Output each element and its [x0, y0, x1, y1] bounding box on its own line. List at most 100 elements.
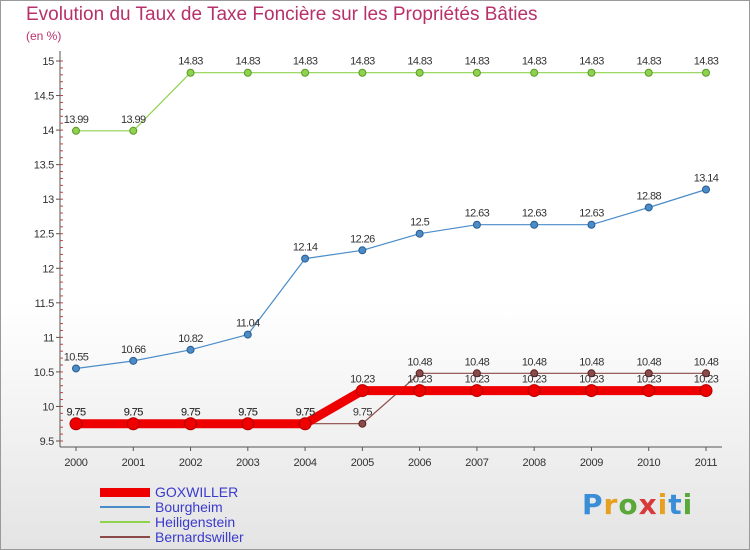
y-tick-label: 11 — [43, 332, 54, 344]
series-line-bourgheim — [75, 188, 707, 370]
data-point — [530, 220, 539, 229]
data-label: 10.23 — [350, 374, 375, 386]
y-tick-label: 12.5 — [34, 229, 54, 241]
y-tick-label: 9.5 — [40, 436, 55, 448]
data-label: 13.99 — [64, 114, 89, 126]
data-label: 13.99 — [121, 114, 146, 126]
data-point — [186, 68, 195, 77]
x-tick-label: 2010 — [637, 457, 660, 469]
data-point — [415, 369, 424, 378]
logo-letter: o — [618, 488, 639, 521]
data-point — [472, 220, 481, 229]
data-label: 9.75 — [238, 407, 257, 419]
data-point — [415, 68, 424, 77]
data-point — [587, 68, 596, 77]
data-point — [642, 384, 656, 398]
data-point — [415, 229, 424, 238]
data-point — [243, 330, 252, 339]
data-point — [702, 68, 710, 77]
data-point — [129, 126, 138, 135]
series-line-goxwiller — [76, 386, 706, 429]
data-label: 9.75 — [296, 407, 315, 419]
x-tick-label: 2002 — [179, 457, 202, 469]
axes: 9.5 10 10.5 11 11.5 12 12.5 13 13.5 14 14.5 15 2000 2… — [34, 51, 722, 469]
data-point — [644, 369, 653, 378]
y-tick-label: 15 — [42, 56, 54, 68]
legend-label: Bernardswiller — [155, 529, 244, 545]
data-label: 9.75 — [238, 407, 257, 419]
data-label: 9.75 — [296, 407, 315, 419]
data-label: 12.63 — [465, 208, 490, 220]
data-label: 9.75 — [124, 407, 143, 419]
series-points — [69, 68, 713, 431]
data-point — [587, 220, 596, 229]
logo-letter: P — [582, 488, 604, 521]
chart-title: Evolution du Taux de Taxe Foncière sur l… — [26, 4, 538, 25]
data-label: 14.83 — [579, 56, 604, 68]
data-point — [243, 68, 252, 77]
data-label: 9.75 — [124, 407, 143, 419]
legend-item-bernardswiller: Bernardswiller — [100, 530, 360, 545]
legend-item-goxwiller: GOXWILLER — [100, 485, 360, 500]
series-line-bernardswiller — [76, 372, 706, 425]
data-label: 14.83 — [465, 56, 490, 68]
data-label: 11.04 — [236, 318, 260, 330]
data-label: 10.48 — [694, 356, 719, 368]
data-point — [530, 369, 539, 378]
data-point — [702, 185, 710, 194]
data-label: 10.48 — [522, 356, 547, 368]
data-point — [358, 246, 367, 255]
data-point — [699, 384, 713, 398]
data-point — [69, 417, 83, 431]
data-label: 14.83 — [350, 56, 375, 68]
data-point — [472, 369, 481, 378]
x-tick-label: 2005 — [351, 457, 374, 469]
data-point — [413, 384, 427, 398]
x-tick-label: 2011 — [695, 457, 718, 469]
data-point — [530, 68, 539, 77]
data-label: 13.14 — [694, 173, 719, 185]
data-point — [584, 384, 598, 398]
data-label: 9.75 — [181, 407, 200, 419]
y-tick-label: 13 — [42, 194, 54, 206]
data-label: 10.23 — [694, 374, 719, 386]
x-tick-label: 2000 — [64, 457, 87, 469]
data-point — [355, 384, 369, 398]
legend-label: Bourgheim — [155, 499, 223, 515]
data-label: 14.83 — [694, 56, 719, 68]
legend-item-heiligenstein: Heiligenstein — [100, 515, 360, 530]
data-point — [72, 126, 80, 135]
y-axis-unit-label: (en %) — [26, 29, 62, 43]
x-tick-label: 2003 — [236, 457, 259, 469]
data-point — [129, 356, 138, 365]
data-label: 14.83 — [407, 56, 432, 68]
logo-letter: i — [657, 488, 669, 521]
data-label: 14.83 — [178, 56, 203, 68]
logo-letter: i — [682, 488, 694, 521]
series-line-heiligenstein — [76, 72, 706, 132]
data-label: 14.83 — [636, 56, 661, 68]
data-point — [702, 369, 710, 378]
data-label: 14.83 — [522, 56, 547, 68]
data-label: 12.26 — [350, 233, 375, 245]
x-tick-label: 2001 — [122, 457, 145, 469]
x-tick-label: 2009 — [580, 457, 603, 469]
data-point — [298, 417, 312, 431]
data-label: 12.63 — [522, 208, 547, 220]
legend-label: Heiligenstein — [155, 514, 236, 530]
proxiti-logo: Proxiti — [582, 488, 693, 521]
data-label: 10.23 — [636, 374, 661, 386]
data-point — [184, 417, 198, 431]
data-point — [241, 417, 255, 431]
data-point — [126, 417, 140, 431]
data-label: 10.23 — [522, 374, 547, 386]
data-label: 10.82 — [178, 333, 203, 345]
data-point — [644, 68, 653, 77]
data-point — [644, 203, 653, 212]
y-tick-label: 10.5 — [34, 367, 54, 379]
y-tick-label: 14 — [42, 125, 54, 137]
data-point — [587, 369, 596, 378]
data-label: 10.55 — [64, 351, 89, 363]
data-point — [301, 68, 310, 77]
series-lines — [75, 72, 707, 429]
